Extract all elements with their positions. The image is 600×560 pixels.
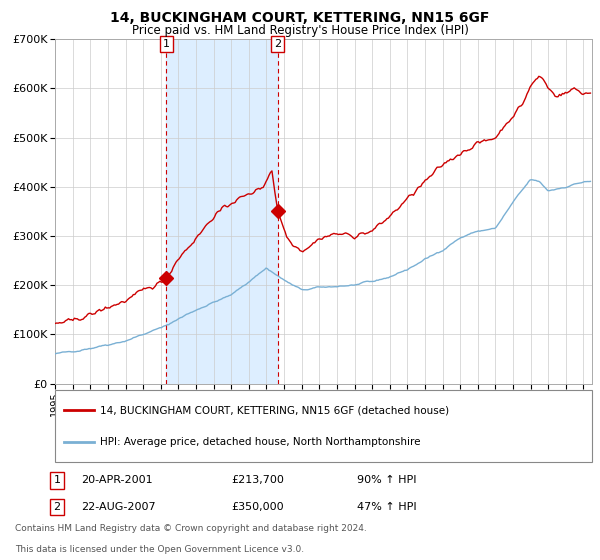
Bar	[166, 39, 278, 384]
Text: 2: 2	[274, 39, 281, 49]
Text: 90% ↑ HPI: 90% ↑ HPI	[357, 475, 416, 486]
Text: £213,700: £213,700	[231, 475, 284, 486]
Text: 1: 1	[163, 39, 170, 49]
Text: 14, BUCKINGHAM COURT, KETTERING, NN15 6GF: 14, BUCKINGHAM COURT, KETTERING, NN15 6G…	[110, 11, 490, 25]
Text: 22-AUG-2007: 22-AUG-2007	[81, 502, 155, 512]
Text: 2: 2	[53, 502, 61, 512]
Text: 1: 1	[53, 475, 61, 486]
Text: 14, BUCKINGHAM COURT, KETTERING, NN15 6GF (detached house): 14, BUCKINGHAM COURT, KETTERING, NN15 6G…	[100, 405, 449, 416]
Text: This data is licensed under the Open Government Licence v3.0.: This data is licensed under the Open Gov…	[15, 545, 304, 554]
Text: 20-APR-2001: 20-APR-2001	[81, 475, 152, 486]
Text: HPI: Average price, detached house, North Northamptonshire: HPI: Average price, detached house, Nort…	[100, 437, 421, 447]
Text: £350,000: £350,000	[231, 502, 284, 512]
Text: 47% ↑ HPI: 47% ↑ HPI	[357, 502, 416, 512]
Text: Contains HM Land Registry data © Crown copyright and database right 2024.: Contains HM Land Registry data © Crown c…	[15, 524, 367, 533]
Text: Price paid vs. HM Land Registry's House Price Index (HPI): Price paid vs. HM Land Registry's House …	[131, 24, 469, 36]
